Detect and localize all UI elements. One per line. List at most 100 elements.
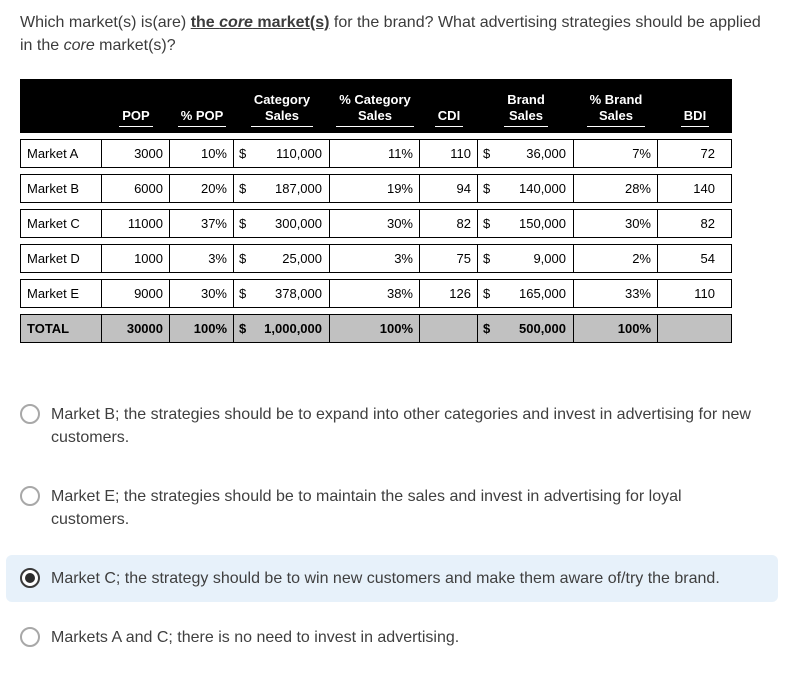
- total-bdi-cell: [658, 314, 732, 343]
- table-row-market-d: Market D 1000 3% $25,000 3% 75 $9,000 2%…: [20, 244, 732, 273]
- cdi-cell: 126: [420, 279, 478, 308]
- option-text: Market E; the strategies should be to ma…: [51, 488, 682, 528]
- market-name-cell: Market A: [20, 139, 102, 168]
- bdi-cell: 82: [658, 209, 732, 238]
- pct-pop-cell: 30%: [170, 279, 234, 308]
- total-pct-category-sales-cell: 100%: [330, 314, 420, 343]
- dollar-sign: $: [239, 286, 247, 301]
- answer-option-market-b[interactable]: Market B; the strategies should be to ex…: [6, 391, 778, 461]
- category-sales-cell: $187,000: [234, 174, 330, 203]
- pop-cell: 6000: [102, 174, 170, 203]
- pct-brand-sales-cell: 28%: [574, 174, 658, 203]
- table-row-market-b: Market B 6000 20% $187,000 19% 94 $140,0…: [20, 174, 732, 203]
- dollar-sign: $: [239, 216, 247, 231]
- market-name-cell: Market B: [20, 174, 102, 203]
- brand-sales-cell: $9,000: [478, 244, 574, 273]
- header-cdi: CDI: [420, 79, 478, 133]
- question-part: Which market(s) is(are): [20, 14, 191, 31]
- pct-category-sales-cell: 30%: [330, 209, 420, 238]
- answer-option-market-e[interactable]: Market E; the strategies should be to ma…: [6, 473, 778, 543]
- cdi-cell: 82: [420, 209, 478, 238]
- cdi-cell: 75: [420, 244, 478, 273]
- dollar-sign: $: [239, 321, 247, 336]
- total-cdi-cell: [420, 314, 478, 343]
- answer-option-market-c[interactable]: Market C; the strategy should be to win …: [6, 555, 778, 602]
- market-name-cell: Market D: [20, 244, 102, 273]
- dollar-sign: $: [239, 146, 247, 161]
- pop-cell: 1000: [102, 244, 170, 273]
- total-category-sales-cell: $1,000,000: [234, 314, 330, 343]
- pct-pop-cell: 3%: [170, 244, 234, 273]
- market-data-table: POP % POP Category Sales % Category Sales …: [20, 73, 732, 349]
- header-pct-category-sales: % Category Sales: [330, 79, 420, 133]
- question-part: for the brand? What advertising strategi…: [20, 14, 761, 54]
- market-name-cell: Market E: [20, 279, 102, 308]
- pct-brand-sales-cell: 30%: [574, 209, 658, 238]
- pct-brand-sales-cell: 7%: [574, 139, 658, 168]
- radio-button-icon[interactable]: [20, 568, 40, 588]
- pct-category-sales-cell: 11%: [330, 139, 420, 168]
- table-header-row: POP % POP Category Sales % Category Sales …: [20, 79, 732, 133]
- header-pct-pop: % POP: [170, 79, 234, 133]
- total-pop-cell: 30000: [102, 314, 170, 343]
- pop-cell: 9000: [102, 279, 170, 308]
- category-sales-cell: $25,000: [234, 244, 330, 273]
- radio-button-icon[interactable]: [20, 627, 40, 647]
- table-row-market-e: Market E 9000 30% $378,000 38% 126 $165,…: [20, 279, 732, 308]
- option-text: Markets A and C; there is no need to inv…: [51, 629, 460, 646]
- pct-pop-cell: 10%: [170, 139, 234, 168]
- pct-pop-cell: 37%: [170, 209, 234, 238]
- dollar-sign: $: [239, 251, 247, 266]
- dollar-sign: $: [239, 181, 247, 196]
- cdi-cell: 94: [420, 174, 478, 203]
- market-name-cell: Market C: [20, 209, 102, 238]
- pct-brand-sales-cell: 33%: [574, 279, 658, 308]
- header-bdi: BDI: [658, 79, 732, 133]
- brand-sales-cell: $140,000: [478, 174, 574, 203]
- dollar-sign: $: [483, 181, 491, 196]
- pct-category-sales-cell: 3%: [330, 244, 420, 273]
- table-total-row: TOTAL 30000 100% $1,000,000 100% $500,00…: [20, 314, 732, 343]
- brand-sales-cell: $36,000: [478, 139, 574, 168]
- dollar-sign: $: [483, 216, 491, 231]
- pct-brand-sales-cell: 2%: [574, 244, 658, 273]
- category-sales-cell: $378,000: [234, 279, 330, 308]
- pct-pop-cell: 20%: [170, 174, 234, 203]
- core-market-emphasis: the core market(s): [190, 14, 330, 31]
- bdi-cell: 110: [658, 279, 732, 308]
- total-label-cell: TOTAL: [20, 314, 102, 343]
- table-row-market-c: Market C 11000 37% $300,000 30% 82 $150,…: [20, 209, 732, 238]
- dollar-sign: $: [483, 286, 491, 301]
- header-pop: POP: [102, 79, 170, 133]
- option-text: Market B; the strategies should be to ex…: [51, 406, 751, 446]
- pop-cell: 3000: [102, 139, 170, 168]
- core-italic: core: [63, 37, 95, 54]
- header-pct-brand-sales: % Brand Sales: [574, 79, 658, 133]
- bdi-cell: 140: [658, 174, 732, 203]
- header-category-sales: Category Sales: [234, 79, 330, 133]
- option-text: Market C; the strategy should be to win …: [51, 570, 720, 587]
- header-empty: [20, 79, 102, 133]
- table-row-market-a: Market A 3000 10% $110,000 11% 110 $36,0…: [20, 139, 732, 168]
- dollar-sign: $: [483, 146, 491, 161]
- question-text: Which market(s) is(are) the core market(…: [20, 11, 768, 57]
- pct-category-sales-cell: 38%: [330, 279, 420, 308]
- radio-button-icon[interactable]: [20, 486, 40, 506]
- total-pct-brand-sales-cell: 100%: [574, 314, 658, 343]
- brand-sales-cell: $165,000: [478, 279, 574, 308]
- total-brand-sales-cell: $500,000: [478, 314, 574, 343]
- total-pct-pop-cell: 100%: [170, 314, 234, 343]
- dollar-sign: $: [483, 251, 491, 266]
- radio-button-icon[interactable]: [20, 404, 40, 424]
- category-sales-cell: $300,000: [234, 209, 330, 238]
- bdi-cell: 72: [658, 139, 732, 168]
- dollar-sign: $: [483, 321, 491, 336]
- bdi-cell: 54: [658, 244, 732, 273]
- answer-options-list: Market B; the strategies should be to ex…: [6, 391, 781, 661]
- brand-sales-cell: $150,000: [478, 209, 574, 238]
- header-brand-sales: Brand Sales: [478, 79, 574, 133]
- pop-cell: 11000: [102, 209, 170, 238]
- answer-option-markets-a-and-c[interactable]: Markets A and C; there is no need to inv…: [6, 614, 778, 661]
- category-sales-cell: $110,000: [234, 139, 330, 168]
